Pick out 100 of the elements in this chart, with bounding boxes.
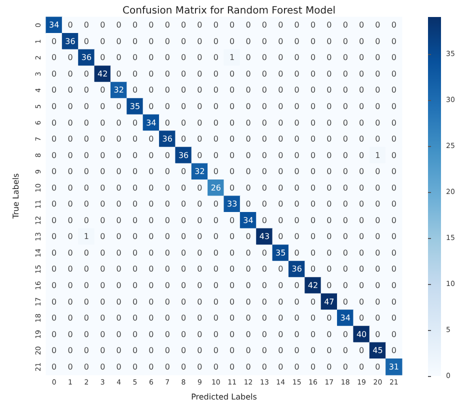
data-label: 0 bbox=[246, 102, 251, 111]
data-label: 0 bbox=[375, 69, 380, 78]
data-label: 0 bbox=[375, 248, 380, 258]
data-label: 0 bbox=[68, 264, 73, 274]
data-label: 0 bbox=[230, 86, 235, 95]
data-label: 0 bbox=[262, 86, 267, 95]
data-label: 0 bbox=[359, 69, 364, 78]
data-label: 0 bbox=[84, 102, 89, 111]
data-label: 0 bbox=[342, 297, 348, 306]
data-label: 0 bbox=[310, 134, 316, 144]
data-label: 0 bbox=[262, 281, 267, 290]
data-label: 0 bbox=[246, 86, 251, 95]
data-label: 0 bbox=[68, 281, 73, 290]
data-label: 0 bbox=[148, 183, 154, 192]
data-label: 0 bbox=[148, 314, 154, 323]
data-label: 0 bbox=[68, 167, 73, 176]
data-label: 32 bbox=[114, 86, 124, 95]
data-label: 0 bbox=[391, 150, 396, 160]
data-label: 0 bbox=[116, 20, 122, 30]
data-label: 0 bbox=[197, 102, 202, 111]
data-label: 1 bbox=[375, 150, 380, 160]
data-label: 0 bbox=[116, 53, 122, 62]
data-label: 0 bbox=[391, 232, 396, 242]
data-label: 0 bbox=[100, 86, 106, 95]
data-label: 0 bbox=[230, 102, 235, 111]
data-label: 0 bbox=[84, 297, 89, 306]
data-label: 0 bbox=[84, 69, 89, 78]
data-label: 0 bbox=[310, 216, 316, 225]
data-label: 0 bbox=[294, 167, 300, 176]
data-label: 0 bbox=[148, 346, 154, 356]
data-label: 0 bbox=[326, 232, 332, 242]
data-label: 0 bbox=[278, 183, 284, 192]
data-label: 0 bbox=[262, 69, 267, 78]
data-label: 0 bbox=[391, 346, 396, 356]
data-label: 0 bbox=[326, 281, 332, 290]
data-label: 0 bbox=[116, 36, 122, 46]
data-label: 0 bbox=[84, 118, 89, 128]
data-label: 0 bbox=[326, 183, 332, 192]
data-label: 0 bbox=[278, 36, 284, 46]
data-label: 0 bbox=[246, 167, 251, 176]
data-label: 0 bbox=[213, 118, 218, 128]
data-label: 0 bbox=[213, 53, 218, 62]
data-label: 45 bbox=[372, 346, 383, 356]
data-label: 31 bbox=[388, 362, 400, 372]
data-label: 0 bbox=[52, 330, 57, 339]
data-label: 0 bbox=[262, 36, 267, 46]
data-label: 0 bbox=[230, 150, 235, 160]
data-label: 0 bbox=[230, 264, 235, 274]
data-label: 0 bbox=[262, 297, 267, 306]
data-label: 0 bbox=[278, 86, 284, 95]
data-label: 0 bbox=[359, 281, 364, 290]
data-label: 0 bbox=[246, 20, 251, 30]
data-label: 0 bbox=[100, 362, 106, 372]
data-label: 0 bbox=[278, 134, 284, 144]
data-label: 0 bbox=[52, 264, 57, 274]
data-label: 0 bbox=[197, 216, 202, 225]
data-label: 0 bbox=[164, 248, 170, 258]
data-label: 0 bbox=[310, 346, 316, 356]
data-label: 0 bbox=[116, 330, 122, 339]
data-label: 0 bbox=[375, 167, 380, 176]
data-label: 43 bbox=[259, 232, 270, 242]
data-label: 0 bbox=[132, 150, 138, 160]
data-label: 0 bbox=[230, 232, 235, 242]
data-label: 0 bbox=[52, 346, 57, 356]
data-label: 0 bbox=[262, 102, 267, 111]
data-label: 0 bbox=[230, 20, 235, 30]
data-label: 0 bbox=[310, 264, 316, 274]
data-label: 32 bbox=[194, 167, 205, 176]
data-label: 0 bbox=[100, 200, 106, 209]
data-label: 0 bbox=[230, 248, 235, 258]
data-label: 0 bbox=[164, 118, 170, 128]
data-label: 0 bbox=[148, 362, 154, 372]
data-label: 0 bbox=[326, 69, 332, 78]
data-label: 0 bbox=[246, 36, 251, 46]
data-label: 0 bbox=[148, 232, 154, 242]
data-label: 0 bbox=[181, 102, 186, 111]
data-label: 0 bbox=[52, 167, 57, 176]
data-label: 0 bbox=[52, 314, 57, 323]
data-label: 0 bbox=[213, 264, 218, 274]
data-label: 0 bbox=[326, 36, 332, 46]
data-label: 0 bbox=[164, 150, 170, 160]
data-label: 0 bbox=[213, 297, 218, 306]
data-label: 0 bbox=[391, 36, 396, 46]
data-label: 0 bbox=[391, 297, 396, 306]
data-label: 34 bbox=[48, 20, 60, 30]
data-label: 0 bbox=[326, 118, 332, 128]
data-label: 0 bbox=[52, 53, 57, 62]
data-label: 0 bbox=[310, 150, 316, 160]
data-label: 0 bbox=[359, 86, 364, 95]
data-label: 0 bbox=[294, 330, 300, 339]
data-label: 0 bbox=[164, 53, 170, 62]
data-label: 0 bbox=[230, 330, 235, 339]
data-label: 0 bbox=[375, 314, 380, 323]
data-label: 0 bbox=[132, 362, 138, 372]
data-label: 0 bbox=[246, 134, 251, 144]
data-label: 0 bbox=[278, 150, 284, 160]
data-label: 0 bbox=[278, 216, 284, 225]
data-label: 0 bbox=[197, 232, 202, 242]
data-label: 35 bbox=[276, 248, 286, 258]
data-label: 0 bbox=[391, 330, 396, 339]
